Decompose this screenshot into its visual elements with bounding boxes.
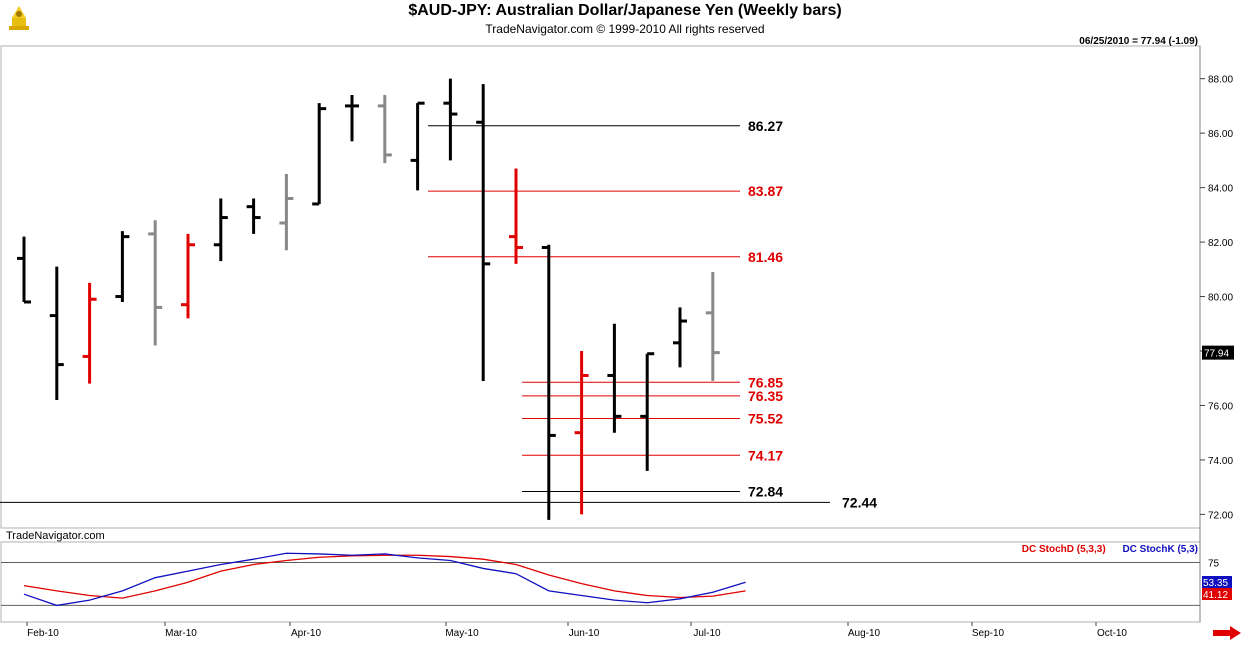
last-price-status: 06/25/2010 = 77.94 (-1.09) — [1079, 36, 1198, 47]
stoch-panel-frame — [0, 541, 1201, 623]
legend-stochd: DC StochD (5,3,3) — [1021, 544, 1106, 555]
scroll-right-arrow-icon[interactable] — [1212, 626, 1242, 645]
stochd-line — [23, 554, 746, 599]
x-tick-label: Jun-10 — [569, 628, 600, 639]
x-tick-label: Feb-10 — [27, 628, 59, 639]
level-label: 74.17 — [748, 447, 783, 463]
level-label: 76.85 — [748, 374, 783, 390]
last-price-marker — [1202, 345, 1234, 360]
x-tick-label: Apr-10 — [291, 628, 321, 639]
watermark: TradeNavigator.com — [6, 530, 105, 542]
x-tick-label: May-10 — [445, 628, 479, 639]
stoch-last-value-marker — [1202, 588, 1232, 600]
y-tick-label: 84.00 — [1208, 184, 1233, 195]
y-tick-label: 82.00 — [1208, 238, 1233, 249]
chart-title: $AUD-JPY: Australian Dollar/Japanese Yen… — [408, 2, 842, 19]
legend-stochk: DC StochK (5,3) — [1122, 544, 1198, 555]
stoch-last-value-marker — [1202, 576, 1232, 588]
level-label: 72.44 — [842, 494, 877, 510]
stoch-last-value-label: 53.35 — [1203, 578, 1228, 589]
chart-subtitle: TradeNavigator.com © 1999-2010 All right… — [485, 22, 765, 36]
y-tick-label: 74.00 — [1208, 456, 1233, 467]
level-label: 86.27 — [748, 118, 783, 134]
level-label: 75.52 — [748, 411, 783, 427]
x-tick-label: Mar-10 — [165, 628, 197, 639]
y-tick-label: 76.00 — [1208, 401, 1233, 412]
level-label: 72.84 — [748, 484, 783, 500]
x-tick-label: Aug-10 — [848, 628, 881, 639]
x-tick-label: Jul-10 — [693, 628, 721, 639]
stoch-tick-label: 75 — [1208, 559, 1220, 570]
y-tick-label: 80.00 — [1208, 293, 1233, 304]
level-label: 83.87 — [748, 183, 783, 199]
last-price-label: 77.94 — [1204, 349, 1229, 360]
y-tick-label: 72.00 — [1208, 510, 1233, 521]
stoch-last-value-label: 41.12 — [1203, 590, 1228, 601]
stochk-line — [23, 552, 746, 607]
x-tick-label: Oct-10 — [1097, 628, 1127, 639]
level-label: 76.35 — [748, 388, 783, 404]
y-tick-label: 88.00 — [1208, 75, 1233, 86]
level-label: 81.46 — [748, 249, 783, 265]
x-tick-label: Sep-10 — [972, 628, 1005, 639]
indicator-legend: DC StochD (5,3,3) DC StochK (5,3) — [1022, 544, 1198, 555]
tradenavigator-logo — [4, 4, 34, 34]
y-tick-label: 86.00 — [1208, 129, 1233, 140]
